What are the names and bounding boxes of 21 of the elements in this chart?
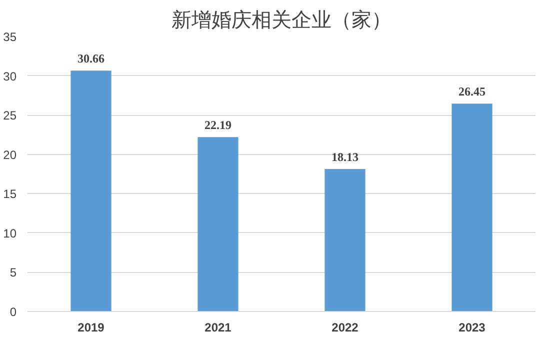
bar: [198, 137, 238, 312]
y-tick-label: 30: [3, 69, 17, 84]
y-tick-label: 20: [3, 148, 17, 162]
bar: [324, 169, 366, 312]
bar: [452, 104, 492, 312]
x-tick-label: 2019: [78, 320, 105, 334]
y-tick-label: 15: [3, 187, 17, 202]
x-tick-label: 2021: [204, 320, 232, 334]
y-tick-label: 10: [3, 226, 17, 240]
data-label: 30.66: [78, 52, 104, 66]
y-tick-label: 0: [10, 305, 17, 319]
y-tick-label: 25: [3, 108, 17, 123]
x-tick-label: 2023: [458, 320, 486, 334]
y-tick-label: 35: [3, 30, 17, 44]
data-label: 18.13: [332, 150, 358, 164]
x-tick-label: 2022: [332, 320, 359, 334]
bar: [70, 70, 112, 312]
y-tick-label: 5: [10, 266, 17, 280]
chart-title: 新增婚庆相关企业（家）: [172, 8, 392, 32]
data-label: 22.19: [204, 118, 232, 132]
data-label: 26.45: [458, 84, 486, 99]
